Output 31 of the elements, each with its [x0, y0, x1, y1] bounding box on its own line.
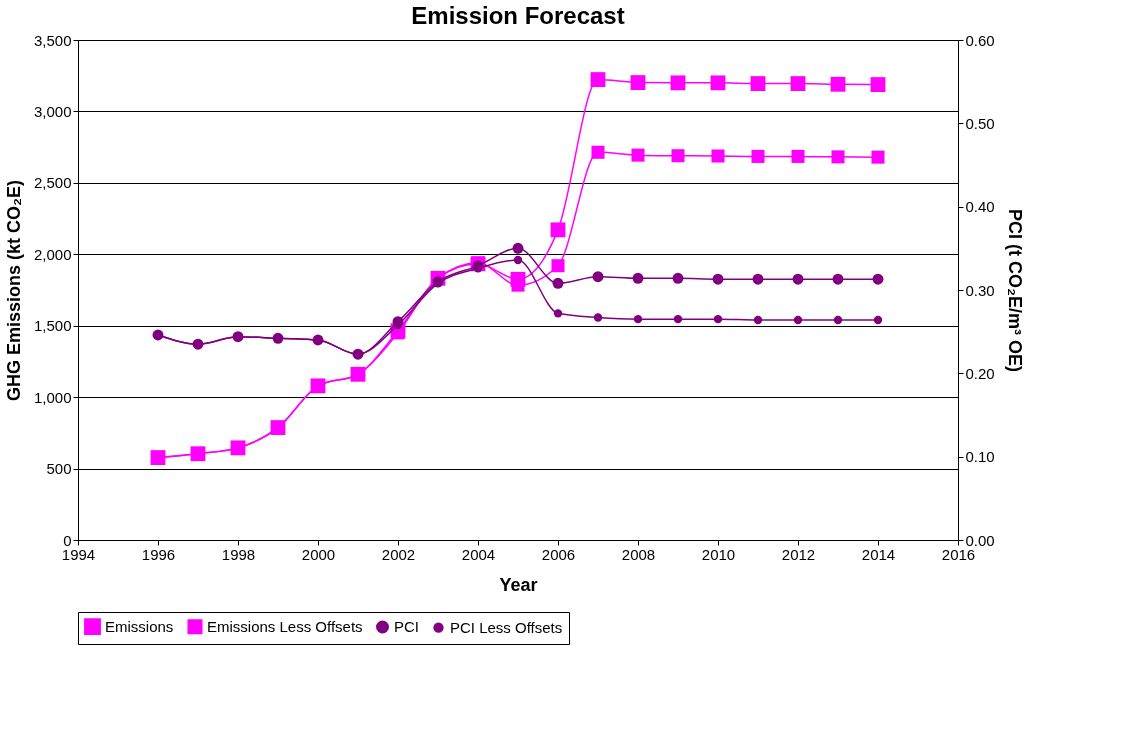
y2-axis-title: PCI (t CO₂E/m³ OE): [1004, 208, 1025, 373]
y-tick-label: 2,000: [33, 245, 72, 263]
y-tick-label: 500: [46, 460, 72, 478]
x-tick-label: 2014: [861, 545, 896, 563]
x-tick-label: 2008: [621, 545, 656, 563]
x-axis-title: Year: [499, 574, 538, 595]
y-tick-label: 2,500: [33, 174, 72, 192]
legend-label: PCI Less Offsets: [450, 618, 563, 636]
x-tick-label: 2002: [381, 545, 416, 563]
y-axis-title: GHG Emissions (kt CO₂E): [3, 179, 24, 402]
x-tick-label: 2000: [301, 545, 336, 563]
y-tick-label: 3,500: [33, 31, 72, 49]
legend-label: Emissions Less Offsets: [207, 617, 363, 635]
legend-label: Emissions: [105, 617, 174, 635]
x-tick-label: 2010: [701, 545, 736, 563]
x-tick-label: 1998: [221, 545, 256, 563]
legend-label: PCI: [394, 618, 420, 636]
x-tick-label: 1996: [141, 545, 176, 563]
y2-tick-label: 0.40: [965, 198, 995, 216]
y2-tick-label: 0.50: [965, 114, 995, 132]
y-tick-label: 1,500: [33, 317, 72, 335]
x-tick-label: 2006: [541, 545, 576, 563]
y2-tick-label: 0.30: [965, 281, 995, 299]
y-tick-label: 3,000: [33, 102, 72, 120]
x-tick-label: 2012: [781, 545, 816, 563]
x-tick-label: 2004: [461, 545, 496, 563]
y2-tick-label: 0.20: [965, 364, 995, 382]
y2-tick-label: 0.10: [965, 448, 995, 466]
y-tick-label: 1,000: [33, 388, 72, 406]
y2-tick-label: 0.60: [965, 31, 995, 49]
chart-title: Emission Forecast: [411, 2, 625, 29]
